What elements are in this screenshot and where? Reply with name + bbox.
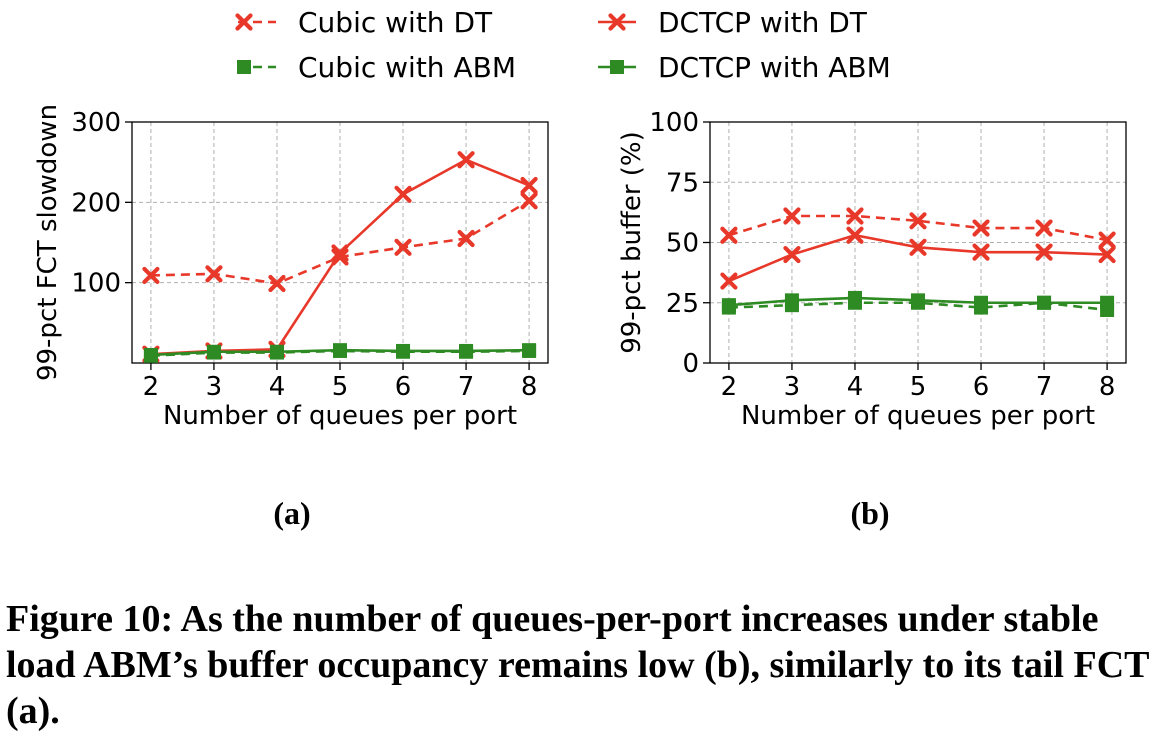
data-point bbox=[143, 347, 158, 362]
y-tick-label: 0 bbox=[682, 349, 699, 379]
x-tick-label: 8 bbox=[1099, 372, 1116, 402]
data-point bbox=[783, 245, 801, 264]
y-tick-label: 300 bbox=[71, 108, 121, 138]
data-point bbox=[457, 151, 475, 169]
legend-label: DCTCP with ABM bbox=[658, 51, 891, 84]
legend-entry: DCTCP with ABM bbox=[598, 51, 891, 84]
grid bbox=[710, 121, 1126, 364]
y-tick-label: 75 bbox=[666, 168, 699, 198]
x-tick-label: 4 bbox=[269, 372, 286, 402]
panel-label-b: (b) bbox=[850, 495, 889, 531]
x-axis-label: Number of queues per port bbox=[163, 401, 517, 431]
y-axis-label: 99-pct FCT slowdown bbox=[33, 104, 63, 381]
data-point bbox=[268, 274, 286, 293]
data-point bbox=[1035, 219, 1053, 237]
data-point bbox=[457, 229, 475, 248]
series-dctcp-with-abm bbox=[143, 343, 537, 362]
y-tick-label: 200 bbox=[71, 188, 121, 218]
data-point bbox=[846, 207, 864, 225]
figure-caption: Figure 10: As the number of queues-per-p… bbox=[6, 598, 1149, 732]
x-tick-label: 7 bbox=[1036, 372, 1053, 402]
legend-x-marker-icon bbox=[608, 13, 626, 31]
data-point bbox=[269, 344, 284, 359]
data-point bbox=[142, 266, 160, 285]
legend-label: Cubic with ABM bbox=[298, 51, 516, 84]
legend-entry: Cubic with ABM bbox=[237, 51, 516, 84]
data-point bbox=[1037, 295, 1052, 310]
data-point bbox=[206, 344, 221, 359]
x-tick-label: 3 bbox=[784, 372, 801, 402]
series-dctcp-with-abm bbox=[721, 290, 1115, 313]
data-point bbox=[396, 343, 411, 358]
legend-label: Cubic with DT bbox=[298, 6, 493, 39]
legend-entry: Cubic with DT bbox=[235, 6, 493, 39]
legend-x-marker-icon bbox=[235, 13, 253, 31]
panel-label-a: (a) bbox=[273, 495, 310, 531]
data-point bbox=[720, 272, 738, 290]
y-tick-label: 100 bbox=[71, 269, 121, 299]
x-tick-label: 2 bbox=[721, 372, 738, 402]
data-point bbox=[784, 293, 799, 308]
data-point bbox=[1035, 243, 1053, 261]
x-tick-label: 8 bbox=[521, 372, 538, 402]
x-axis-label: Number of queues per port bbox=[741, 401, 1095, 431]
data-point bbox=[974, 295, 989, 310]
legend-entry: DCTCP with DT bbox=[598, 6, 868, 39]
data-point bbox=[909, 212, 927, 230]
x-tick-label: 7 bbox=[458, 372, 475, 402]
series-cubic-with-dt bbox=[142, 192, 538, 293]
x-tick-label: 3 bbox=[206, 372, 223, 402]
data-point bbox=[972, 219, 990, 237]
data-point bbox=[1098, 245, 1116, 264]
data-point bbox=[846, 226, 864, 244]
data-point bbox=[394, 185, 412, 203]
x-tick-label: 4 bbox=[847, 372, 864, 402]
x-tick-label: 6 bbox=[973, 372, 990, 402]
legend: Cubic with DT DCTCP with DT Cubic with ABM… bbox=[235, 6, 891, 84]
data-point bbox=[1098, 231, 1116, 249]
data-point bbox=[783, 207, 801, 225]
data-point bbox=[911, 293, 925, 308]
y-axis-label: 99-pct buffer (%) bbox=[617, 131, 647, 354]
data-point bbox=[520, 176, 538, 195]
legend-label: DCTCP with DT bbox=[658, 6, 868, 39]
x-tick-label: 2 bbox=[143, 372, 160, 402]
y-tick-label: 25 bbox=[666, 289, 699, 319]
legend-square-marker-icon bbox=[237, 60, 251, 74]
chart-panel-a: 2 3 4 5 6 7 8 100 200 300 Number of queues per por… bbox=[33, 104, 549, 431]
data-point bbox=[721, 298, 736, 313]
data-point bbox=[394, 238, 412, 256]
data-point bbox=[1100, 295, 1115, 310]
series-dctcp-with-dt bbox=[720, 226, 1116, 290]
x-tick-label: 5 bbox=[910, 372, 927, 402]
data-point bbox=[522, 343, 537, 358]
data-point bbox=[333, 343, 347, 358]
y-tick-label: 50 bbox=[666, 229, 699, 259]
chart-panel-b: 2 3 4 5 6 7 8 0 25 50 75 100 Number of queues per po… bbox=[617, 108, 1127, 431]
x-tick-label: 5 bbox=[332, 372, 349, 402]
legend-square-marker-icon bbox=[610, 60, 624, 74]
data-point bbox=[720, 226, 738, 244]
data-point bbox=[847, 290, 862, 305]
data-point bbox=[520, 192, 538, 210]
data-point bbox=[972, 243, 990, 261]
y-tick-label: 100 bbox=[649, 108, 699, 138]
series-cubic-with-dt bbox=[720, 207, 1116, 249]
x-tick-label: 6 bbox=[395, 372, 412, 402]
data-point bbox=[909, 238, 927, 256]
data-point bbox=[331, 244, 349, 262]
grid bbox=[132, 121, 548, 363]
data-point bbox=[459, 343, 474, 358]
data-point bbox=[205, 265, 223, 283]
